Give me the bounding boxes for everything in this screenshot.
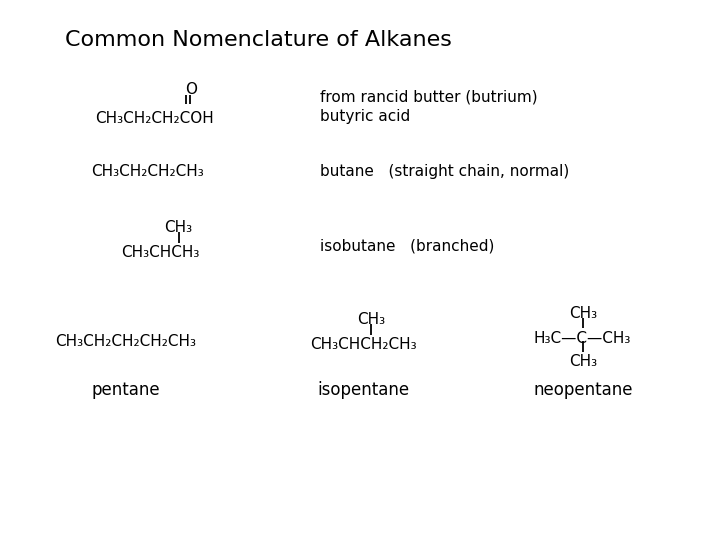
Text: butyric acid: butyric acid (320, 109, 410, 124)
Text: CH₃CH₂CH₂CH₂CH₃: CH₃CH₂CH₂CH₂CH₃ (55, 334, 197, 349)
Text: pentane: pentane (91, 381, 161, 399)
Text: CH₃CH₂CH₂CH₃: CH₃CH₂CH₂CH₃ (91, 164, 204, 179)
Text: CH₃CHCH₃: CH₃CHCH₃ (121, 245, 199, 260)
Text: O: O (185, 82, 197, 97)
Text: CH₃: CH₃ (569, 306, 598, 321)
Text: Common Nomenclature of Alkanes: Common Nomenclature of Alkanes (65, 30, 451, 50)
Text: neopentane: neopentane (534, 381, 633, 399)
Text: butane   (straight chain, normal): butane (straight chain, normal) (320, 164, 570, 179)
Text: CH₃: CH₃ (356, 312, 385, 327)
Text: CH₃: CH₃ (569, 354, 598, 369)
Text: CH₃CHCH₂CH₃: CH₃CHCH₂CH₃ (310, 337, 417, 352)
Text: from rancid butter (butrium): from rancid butter (butrium) (320, 90, 538, 105)
Text: isobutane   (branched): isobutane (branched) (320, 238, 495, 253)
Text: CH₃CH₂CH₂COH: CH₃CH₂CH₂COH (96, 111, 214, 126)
Text: CH₃: CH₃ (164, 220, 193, 235)
Text: H₃C—C—CH₃: H₃C—C—CH₃ (533, 330, 631, 346)
Text: isopentane: isopentane (318, 381, 410, 399)
